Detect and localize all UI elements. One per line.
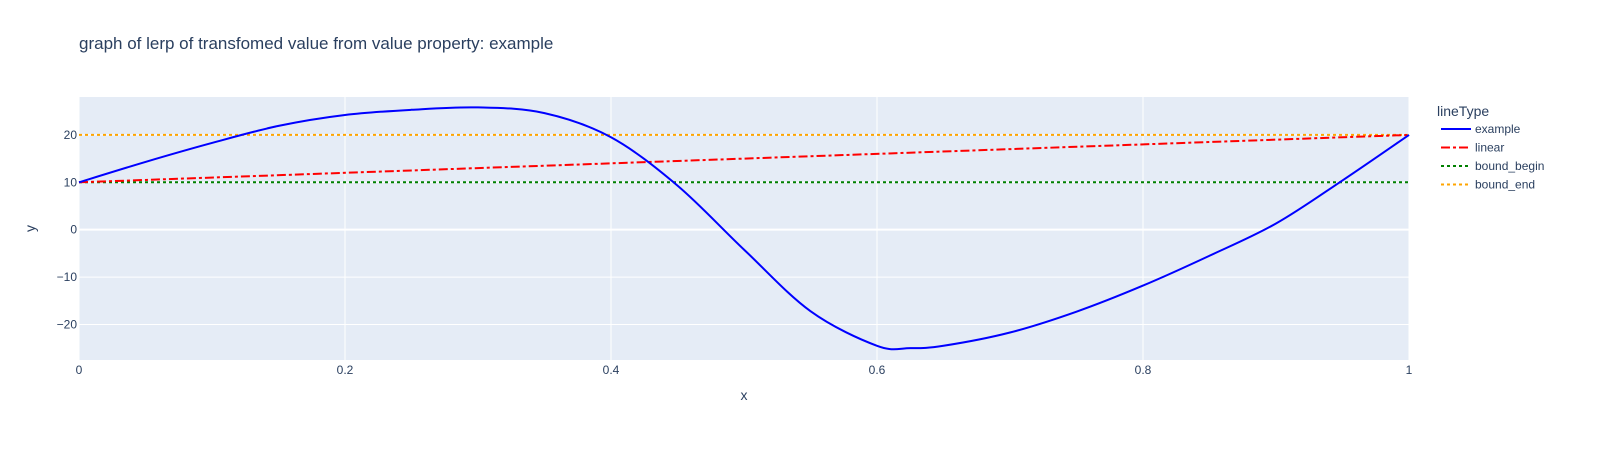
y-axis-ticks: −20 −10 0 10 20 (57, 128, 78, 332)
y-tick-label: 20 (64, 128, 78, 142)
chart-title: graph of lerp of transfomed value from v… (79, 34, 553, 53)
legend-items: example linear bound_begin bound_end (1441, 122, 1544, 192)
y-tick-label: 0 (70, 223, 77, 237)
legend-label-bound-begin: bound_begin (1475, 159, 1544, 173)
x-axis-title: x (741, 387, 748, 403)
x-tick-label: 0.4 (603, 363, 620, 377)
legend-title: lineType (1437, 103, 1489, 119)
x-tick-label: 0.8 (1135, 363, 1152, 377)
legend-label-linear: linear (1475, 141, 1504, 155)
y-tick-label: −20 (57, 317, 78, 331)
plot-area (79, 97, 1409, 360)
y-tick-label: 10 (64, 175, 78, 189)
grid-lines (78, 97, 1410, 360)
x-tick-label: 0.2 (337, 363, 354, 377)
y-tick-label: −10 (57, 270, 78, 284)
legend-label-example: example (1475, 122, 1521, 136)
series-layer (78, 106, 1410, 351)
legend: lineType example linear bound_begin bound_e… (1437, 103, 1544, 192)
series-line-linear (78, 133, 1410, 184)
x-axis-ticks: 0 0.2 0.4 0.6 0.8 1 (76, 363, 1413, 377)
x-tick-label: 1 (1406, 363, 1413, 377)
x-tick-label: 0 (76, 363, 83, 377)
y-axis-title: y (22, 225, 38, 232)
x-tick-label: 0.6 (869, 363, 886, 377)
series-line-example (78, 106, 1410, 351)
legend-label-bound-end: bound_end (1475, 178, 1535, 192)
